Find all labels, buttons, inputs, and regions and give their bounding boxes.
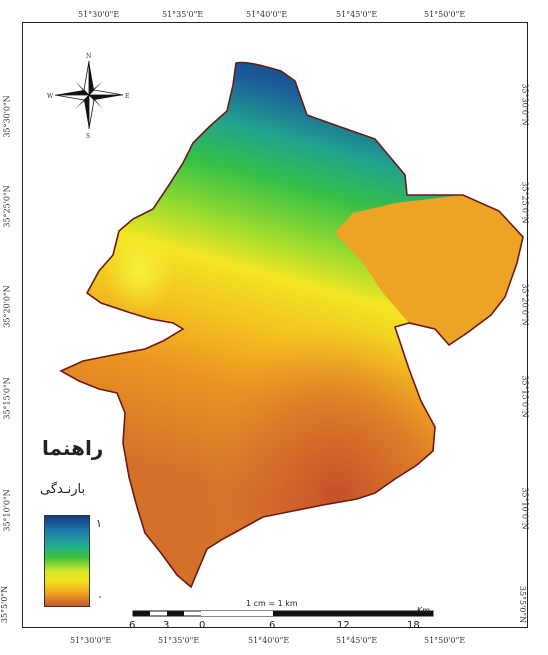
scale-tick-2: 0 <box>199 620 206 628</box>
lon-top-4: 51°45'0"E <box>336 10 378 19</box>
scale-unit: Km <box>417 606 431 615</box>
lon-bottom-5: 51°50'0"E <box>424 636 466 645</box>
lat-left-2: 35°25'0"N <box>2 185 12 228</box>
lon-bottom-1: 51°30'0"E <box>70 636 112 645</box>
north-arrow-icon: N S E W <box>47 53 129 140</box>
scale-ratio-text: 1 cm = 1 km <box>246 599 298 608</box>
lat-right-3: 35°20'0"N <box>520 283 530 326</box>
lon-top-3: 51°40'0"E <box>246 10 288 19</box>
lat-right-2: 35°25'0"N <box>520 181 530 224</box>
lat-left-6: 35°5'0"N <box>0 585 10 624</box>
legend-high-label: ۱ <box>96 517 102 530</box>
scale-tick-4: 12 <box>337 620 350 628</box>
rainfall-surface <box>61 62 523 588</box>
compass-e: E <box>125 93 129 100</box>
lon-bottom-4: 51°45'0"E <box>336 636 378 645</box>
legend-title: راهنما <box>42 436 104 460</box>
scale-tick-0: 6 <box>129 620 136 628</box>
lon-top-2: 51°35'0"E <box>162 10 204 19</box>
compass-w: W <box>47 93 54 100</box>
lat-left-1: 35°30'0"N <box>2 95 12 138</box>
lon-top-5: 51°50'0"E <box>424 10 466 19</box>
scale-tick-3: 6 <box>269 620 276 628</box>
lat-left-3: 35°20'0"N <box>2 285 12 328</box>
lat-right-1: 35°30'0"N <box>520 83 530 126</box>
study-area-boundary <box>59 61 524 589</box>
compass-n: N <box>86 53 91 60</box>
lon-bottom-2: 51°35'0"E <box>158 636 200 645</box>
lat-right-5: 35°10'0"N <box>520 487 530 530</box>
compass-s: S <box>86 133 90 140</box>
lat-right-6: 35°5'0"N <box>518 585 528 624</box>
scale-bar <box>132 610 434 617</box>
eastern-zone <box>335 195 523 345</box>
lat-left-4: 35°15'0"N <box>2 377 12 420</box>
lat-right-4: 35°15'0"N <box>520 375 530 418</box>
scale-tick-1: 3 <box>163 620 170 628</box>
lat-left-5: 35°10'0"N <box>2 489 12 532</box>
map-frame: N S E W 1 cm = 1 km Km 6 3 0 6 12 18 <box>22 22 528 628</box>
lon-bottom-3: 51°40'0"E <box>248 636 290 645</box>
legend-color-ramp <box>44 515 90 607</box>
study-area-map: N S E W <box>47 53 524 617</box>
legend-variable: بارنـدگی <box>40 482 86 497</box>
legend-low-label: ۰ <box>97 590 103 603</box>
scale-tick-5: 18 <box>407 620 420 628</box>
lon-top-1: 51°30'0"E <box>78 10 120 19</box>
